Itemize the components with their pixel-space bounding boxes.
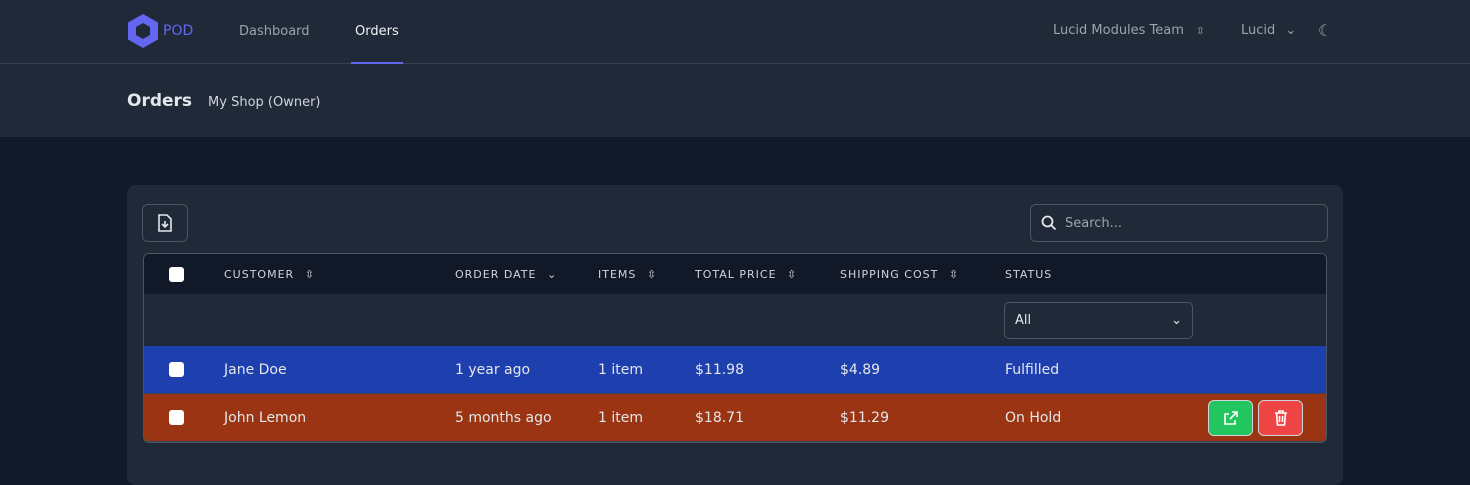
chevron-down-icon: ⌄ <box>1171 312 1182 328</box>
delete-button[interactable] <box>1258 399 1303 436</box>
cell-total-price: $11.98 <box>695 361 744 378</box>
cell-customer: John Lemon <box>224 409 307 426</box>
status-filter-select[interactable]: All ⌄ <box>1004 301 1193 339</box>
header-total-price[interactable]: TOTAL PRICE ⇳ <box>695 268 797 281</box>
brand-logo[interactable]: POD <box>126 13 193 49</box>
chevron-up-down-icon: ⇳ <box>1196 26 1205 37</box>
top-nav: POD Dashboard Orders Lucid Modules Team … <box>0 0 1470 64</box>
filter-row: All ⌄ <box>144 294 1326 346</box>
header-label: ITEMS <box>598 267 637 281</box>
page-subtitle: My Shop (Owner) <box>208 95 321 110</box>
sort-icon: ⇳ <box>948 267 960 281</box>
sort-icon: ⇳ <box>646 267 658 281</box>
header-label: TOTAL PRICE <box>695 267 777 281</box>
status-filter-value: All <box>1015 312 1032 328</box>
search-placeholder: Search... <box>1065 215 1123 231</box>
moon-icon[interactable]: ☾ <box>1318 21 1333 40</box>
sort-icon: ⇳ <box>787 267 798 281</box>
team-switcher[interactable]: Lucid Modules Team ⇳ <box>1053 0 1204 64</box>
orders-table: CUSTOMER ⇳ ORDER DATE ⌄ ITEMS ⇳ TOTAL PR… <box>143 253 1327 443</box>
tab-orders[interactable]: Orders <box>351 0 403 64</box>
header-status: STATUS <box>1005 267 1053 281</box>
orders-card: Search... CUSTOMER ⇳ ORDER DATE ⌄ ITEMS … <box>127 185 1343 485</box>
cell-items: 1 item <box>598 361 643 378</box>
header-order-date[interactable]: ORDER DATE ⌄ <box>455 268 557 281</box>
header-label: ORDER DATE <box>455 267 537 281</box>
cell-status: Fulfilled <box>1005 361 1060 378</box>
cell-order-date: 5 months ago <box>455 409 552 426</box>
trash-icon <box>1274 409 1287 426</box>
page-header <box>0 64 1470 137</box>
file-download-icon <box>158 214 172 232</box>
select-all-checkbox[interactable] <box>169 266 184 282</box>
row-checkbox[interactable] <box>169 410 184 425</box>
hexagon-logo-icon <box>128 14 158 48</box>
sort-icon: ⇳ <box>304 267 315 281</box>
external-link-icon <box>1223 410 1238 425</box>
brand-name: POD <box>163 23 194 39</box>
team-name: Lucid Modules Team <box>1053 23 1184 38</box>
cell-items: 1 item <box>598 409 643 426</box>
header-label: SHIPPING COST <box>840 267 939 281</box>
cell-total-price: $18.71 <box>695 409 744 426</box>
table-header: CUSTOMER ⇳ ORDER DATE ⌄ ITEMS ⇳ TOTAL PR… <box>144 254 1326 294</box>
cell-shipping-cost: $4.89 <box>840 361 881 378</box>
table-row[interactable]: Jane Doe 1 year ago 1 item $11.98 $4.89 Fulfi… <box>144 346 1326 394</box>
row-checkbox[interactable] <box>169 362 184 377</box>
user-name: Lucid <box>1241 23 1276 38</box>
tab-dashboard[interactable]: Dashboard <box>239 24 310 39</box>
chevron-down-icon: ⌄ <box>546 267 558 281</box>
header-customer[interactable]: CUSTOMER ⇳ <box>224 268 315 281</box>
edit-button[interactable] <box>1208 399 1253 436</box>
chevron-down-icon: ⌄ <box>1285 23 1297 38</box>
header-label: CUSTOMER <box>224 267 295 281</box>
table-row[interactable]: John Lemon 5 months ago 1 item $18.71 $11.29… <box>144 394 1326 442</box>
header-shipping-cost[interactable]: SHIPPING COST ⇳ <box>840 268 959 281</box>
search-input[interactable]: Search... <box>1030 204 1328 242</box>
page-title: Orders <box>127 91 193 111</box>
cell-order-date: 1 year ago <box>455 361 531 378</box>
export-button[interactable] <box>142 204 188 242</box>
user-menu[interactable]: Lucid ⌄ <box>1241 0 1296 64</box>
header-items[interactable]: ITEMS ⇳ <box>598 268 657 281</box>
cell-shipping-cost: $11.29 <box>840 409 889 426</box>
cell-customer: Jane Doe <box>224 361 287 378</box>
cell-status: On Hold <box>1005 409 1062 426</box>
search-icon <box>1041 215 1057 231</box>
